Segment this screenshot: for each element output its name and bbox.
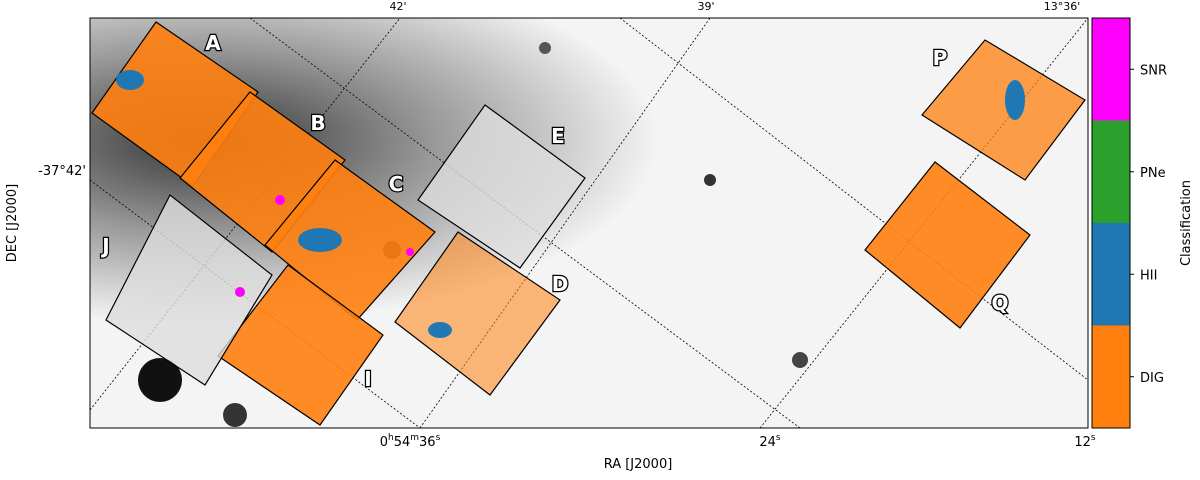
tick-unit: h — [388, 433, 394, 443]
tick-unit: s — [776, 433, 781, 443]
x-axis-label: RA [J2000] — [604, 457, 673, 472]
colorbar: SNR PNe HII DIG — [1091, 17, 1167, 429]
top-tick-label: 13°36' — [1044, 0, 1081, 13]
bottom-tick-label: 12s — [1074, 433, 1096, 450]
panel-label: Q — [991, 291, 1008, 315]
y-axis-label: DEC [J2000] — [5, 184, 20, 263]
tick-unit: m — [410, 433, 419, 443]
bottom-tick-label: 24s — [759, 433, 781, 450]
bottom-tick-label: 0h54m36s — [380, 433, 441, 450]
colorbar-title: Classification — [1179, 180, 1194, 266]
tick-unit: s — [436, 433, 441, 443]
colorbar-label: SNR — [1140, 63, 1167, 78]
panel-label: J — [100, 234, 109, 258]
panel-label: E — [551, 124, 565, 148]
panel-label: P — [933, 46, 948, 70]
panel-label: C — [389, 172, 404, 196]
colorbar-segment — [1092, 223, 1130, 326]
panel-label: A — [205, 31, 221, 55]
sky-image — [90, 18, 1088, 428]
panel-label: B — [310, 111, 325, 135]
colorbar-label: DIG — [1140, 371, 1164, 386]
left-tick-label: -37°42' — [38, 164, 86, 179]
top-tick-label: 42' — [389, 0, 406, 13]
tick-number: 54 — [394, 435, 411, 450]
image-frame — [89, 17, 1089, 429]
tick-number: 24 — [759, 435, 776, 450]
colorbar-frame — [1091, 17, 1131, 429]
tick-number: 12 — [1074, 435, 1091, 450]
colorbar-segment — [1092, 325, 1130, 428]
colorbar-segment — [1092, 120, 1130, 223]
colorbar-label: PNe — [1140, 166, 1166, 181]
tick-number: 0 — [380, 435, 388, 450]
tick-unit: s — [1091, 433, 1096, 443]
colorbar-label: HII — [1140, 268, 1157, 283]
colorbar-segment — [1092, 18, 1130, 121]
panel-label: D — [552, 272, 569, 296]
tick-number: 36 — [419, 435, 436, 450]
panel-label: I — [364, 367, 371, 391]
top-tick-label: 39' — [697, 0, 714, 13]
